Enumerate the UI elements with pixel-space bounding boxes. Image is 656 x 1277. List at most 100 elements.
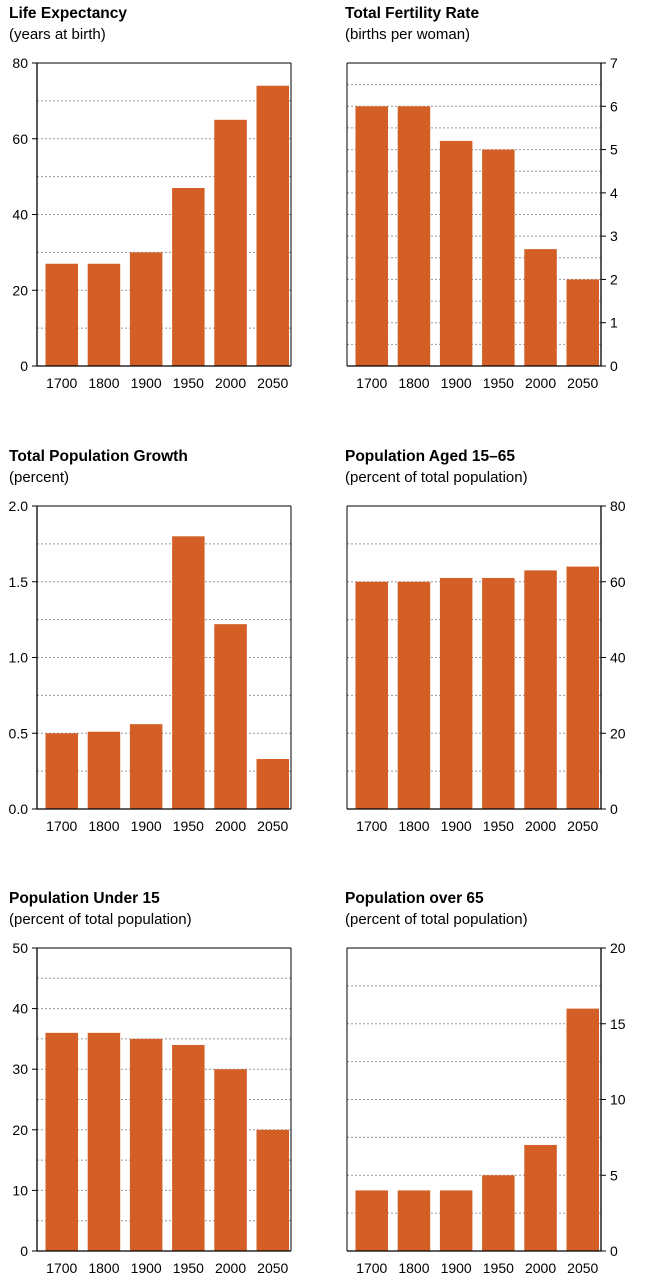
x-tick-label: 1900: [131, 818, 162, 833]
y-tick-label: 80: [610, 498, 626, 514]
bar: [172, 1044, 205, 1251]
x-tick-label: 1950: [173, 1260, 204, 1275]
x-tick-label: 1700: [46, 818, 77, 833]
bar: [45, 733, 78, 809]
bar: [87, 1032, 121, 1251]
x-tick-label: 2000: [215, 818, 246, 833]
x-tick-label: 1900: [441, 1260, 472, 1275]
y-tick-label: 40: [12, 1001, 28, 1017]
y-tick-label: 5: [610, 1167, 618, 1183]
bar: [482, 149, 515, 366]
x-tick-label: 2000: [525, 1260, 556, 1275]
bar: [214, 119, 247, 366]
x-tick-label: 2050: [257, 1260, 288, 1275]
y-tick-label: 20: [12, 1122, 28, 1138]
bar: [256, 759, 289, 809]
y-tick-label: 1: [610, 315, 618, 331]
bar: [439, 577, 473, 809]
x-tick-label: 1700: [356, 1260, 387, 1275]
y-tick-label: 7: [610, 55, 618, 71]
x-tick-label: 1950: [483, 375, 514, 390]
x-tick-label: 1800: [88, 818, 119, 833]
bar: [129, 1038, 163, 1251]
bar: [355, 581, 388, 809]
x-tick-label: 2050: [567, 375, 598, 390]
y-tick-label: 0.5: [9, 725, 28, 741]
y-tick-label: 50: [12, 940, 28, 956]
bar: [45, 1032, 78, 1251]
bar: [172, 187, 205, 366]
x-tick-label: 2000: [215, 375, 246, 390]
bar: [439, 140, 473, 366]
y-tick-label: 6: [610, 98, 618, 114]
total-population-growth-chart: 0.0 0.5 1.0 1.5 2.0 1700 1800 1900 1950 2000 2050: [9, 498, 292, 833]
y-tick-label: 0: [20, 1243, 28, 1259]
y-tick-label: 0: [610, 358, 618, 374]
bar: [172, 536, 205, 809]
bar: [482, 577, 515, 809]
x-tick-label: 1800: [398, 375, 429, 390]
x-tick-label: 2050: [567, 818, 598, 833]
x-tick-label: 2000: [525, 375, 556, 390]
y-tick-label: 10: [610, 1092, 626, 1108]
chart-title: Population Aged 15–65: [345, 448, 515, 465]
bar: [566, 1008, 599, 1251]
y-tick-label: 0.0: [9, 801, 28, 817]
y-tick-label: 15: [610, 1016, 626, 1032]
bar: [524, 1144, 557, 1251]
chart-subtitle: (percent of total population): [345, 911, 528, 928]
x-tick-label: 2000: [525, 818, 556, 833]
y-tick-label: 40: [610, 650, 626, 666]
x-tick-label: 1700: [356, 375, 387, 390]
bar: [397, 581, 431, 809]
bar: [397, 106, 431, 367]
bar: [87, 731, 121, 809]
y-tick-label: 5: [610, 142, 618, 158]
y-tick-label: 40: [12, 207, 28, 223]
bar: [355, 106, 388, 367]
x-tick-label: 1950: [173, 375, 204, 390]
x-tick-label: 1800: [398, 1260, 429, 1275]
bar: [87, 263, 121, 366]
bar: [397, 1190, 431, 1251]
y-tick-label: 0: [610, 1243, 618, 1259]
y-tick-label: 0: [20, 358, 28, 374]
x-tick-label: 1900: [131, 375, 162, 390]
y-tick-label: 60: [610, 574, 626, 590]
bar: [355, 1190, 388, 1251]
bar: [256, 1129, 289, 1251]
x-tick-label: 1700: [46, 375, 77, 390]
x-tick-label: 2050: [257, 818, 288, 833]
chart-title: Population over 65: [345, 890, 484, 907]
panel-population-over-65: Population over 65 (percent of total pop…: [345, 890, 635, 1275]
chart-title: Total Fertility Rate: [345, 5, 480, 22]
y-tick-label: 30: [12, 1061, 28, 1077]
y-tick-label: 3: [610, 228, 618, 244]
y-tick-label: 2.0: [9, 498, 28, 514]
bar: [524, 249, 557, 366]
chart-subtitle: (years at birth): [9, 26, 106, 43]
x-tick-label: 2050: [257, 375, 288, 390]
panel-population-aged-15-65: Population Aged 15–65 (percent of total …: [345, 448, 635, 833]
panel-population-under-15: Population Under 15 (percent of total po…: [9, 890, 299, 1275]
bar: [129, 724, 163, 809]
chart-subtitle: (percent): [9, 469, 70, 486]
y-tick-label: 2: [610, 271, 618, 287]
chart-title: Life Expectancy: [9, 5, 128, 22]
y-tick-label: 0: [610, 801, 618, 817]
y-tick-label: 60: [12, 131, 28, 147]
y-tick-label: 10: [12, 1182, 28, 1198]
bar: [214, 1069, 247, 1251]
bar: [214, 624, 247, 809]
x-tick-label: 1950: [173, 818, 204, 833]
panel-total-population-growth: Total Population Growth (percent) 0.0 0.5…: [9, 448, 299, 833]
bar: [566, 279, 599, 366]
y-tick-label: 20: [610, 940, 626, 956]
x-tick-label: 1900: [131, 1260, 162, 1275]
bar: [256, 85, 289, 366]
bar: [129, 252, 163, 366]
x-tick-label: 1800: [398, 818, 429, 833]
y-tick-label: 1.0: [9, 650, 28, 666]
population-aged-15-65-chart: 0 20 40 60 80 1700 1800 1900 1950 2000 2050: [346, 498, 626, 833]
x-tick-label: 1900: [441, 818, 472, 833]
